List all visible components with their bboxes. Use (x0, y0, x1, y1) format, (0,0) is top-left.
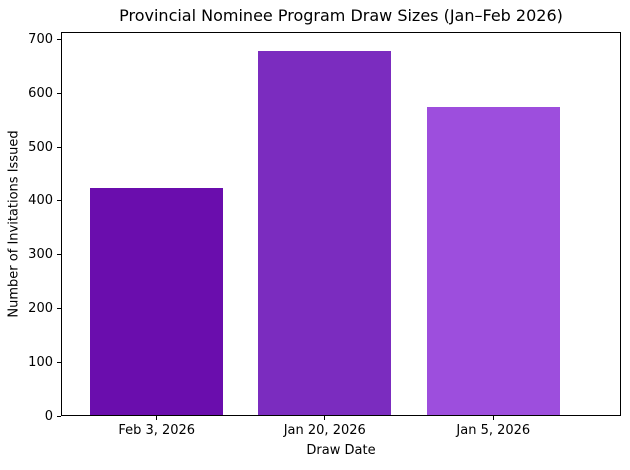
y-tick-mark (57, 307, 61, 309)
y-tick-label: 500 (28, 139, 53, 155)
y-tick-mark (57, 254, 61, 256)
x-tick-label: Jan 20, 2026 (283, 423, 366, 438)
y-tick-label: 200 (28, 300, 53, 316)
x-tick-label: Jan 5, 2026 (456, 423, 531, 438)
bar-feb-3-2026 (90, 187, 224, 415)
y-tick-mark (57, 146, 61, 148)
y-tick-mark (57, 361, 61, 363)
y-tick-label: 0 (44, 408, 53, 424)
x-tick-mark (492, 416, 494, 420)
chart-title: Provincial Nominee Program Draw Sizes (J… (119, 6, 563, 25)
y-tick-mark (57, 39, 61, 41)
x-tick-mark (156, 416, 158, 420)
y-tick-label: 400 (28, 193, 53, 209)
y-tick-mark (57, 92, 61, 94)
y-axis-label: Number of Invitations Issued (6, 130, 22, 318)
plot-area (61, 32, 621, 416)
x-axis-label: Draw Date (306, 443, 376, 458)
y-tick-mark (57, 200, 61, 202)
x-tick-mark (324, 416, 326, 420)
bar-jan-20-2026 (258, 51, 392, 415)
y-tick-mark (57, 415, 61, 417)
x-tick-label: Feb 3, 2026 (118, 423, 196, 438)
bar-jan-5-2026 (426, 107, 560, 415)
y-tick-label: 100 (28, 354, 53, 370)
y-tick-label: 600 (28, 85, 53, 101)
y-tick-label: 700 (28, 32, 53, 48)
y-tick-label: 300 (28, 247, 53, 263)
